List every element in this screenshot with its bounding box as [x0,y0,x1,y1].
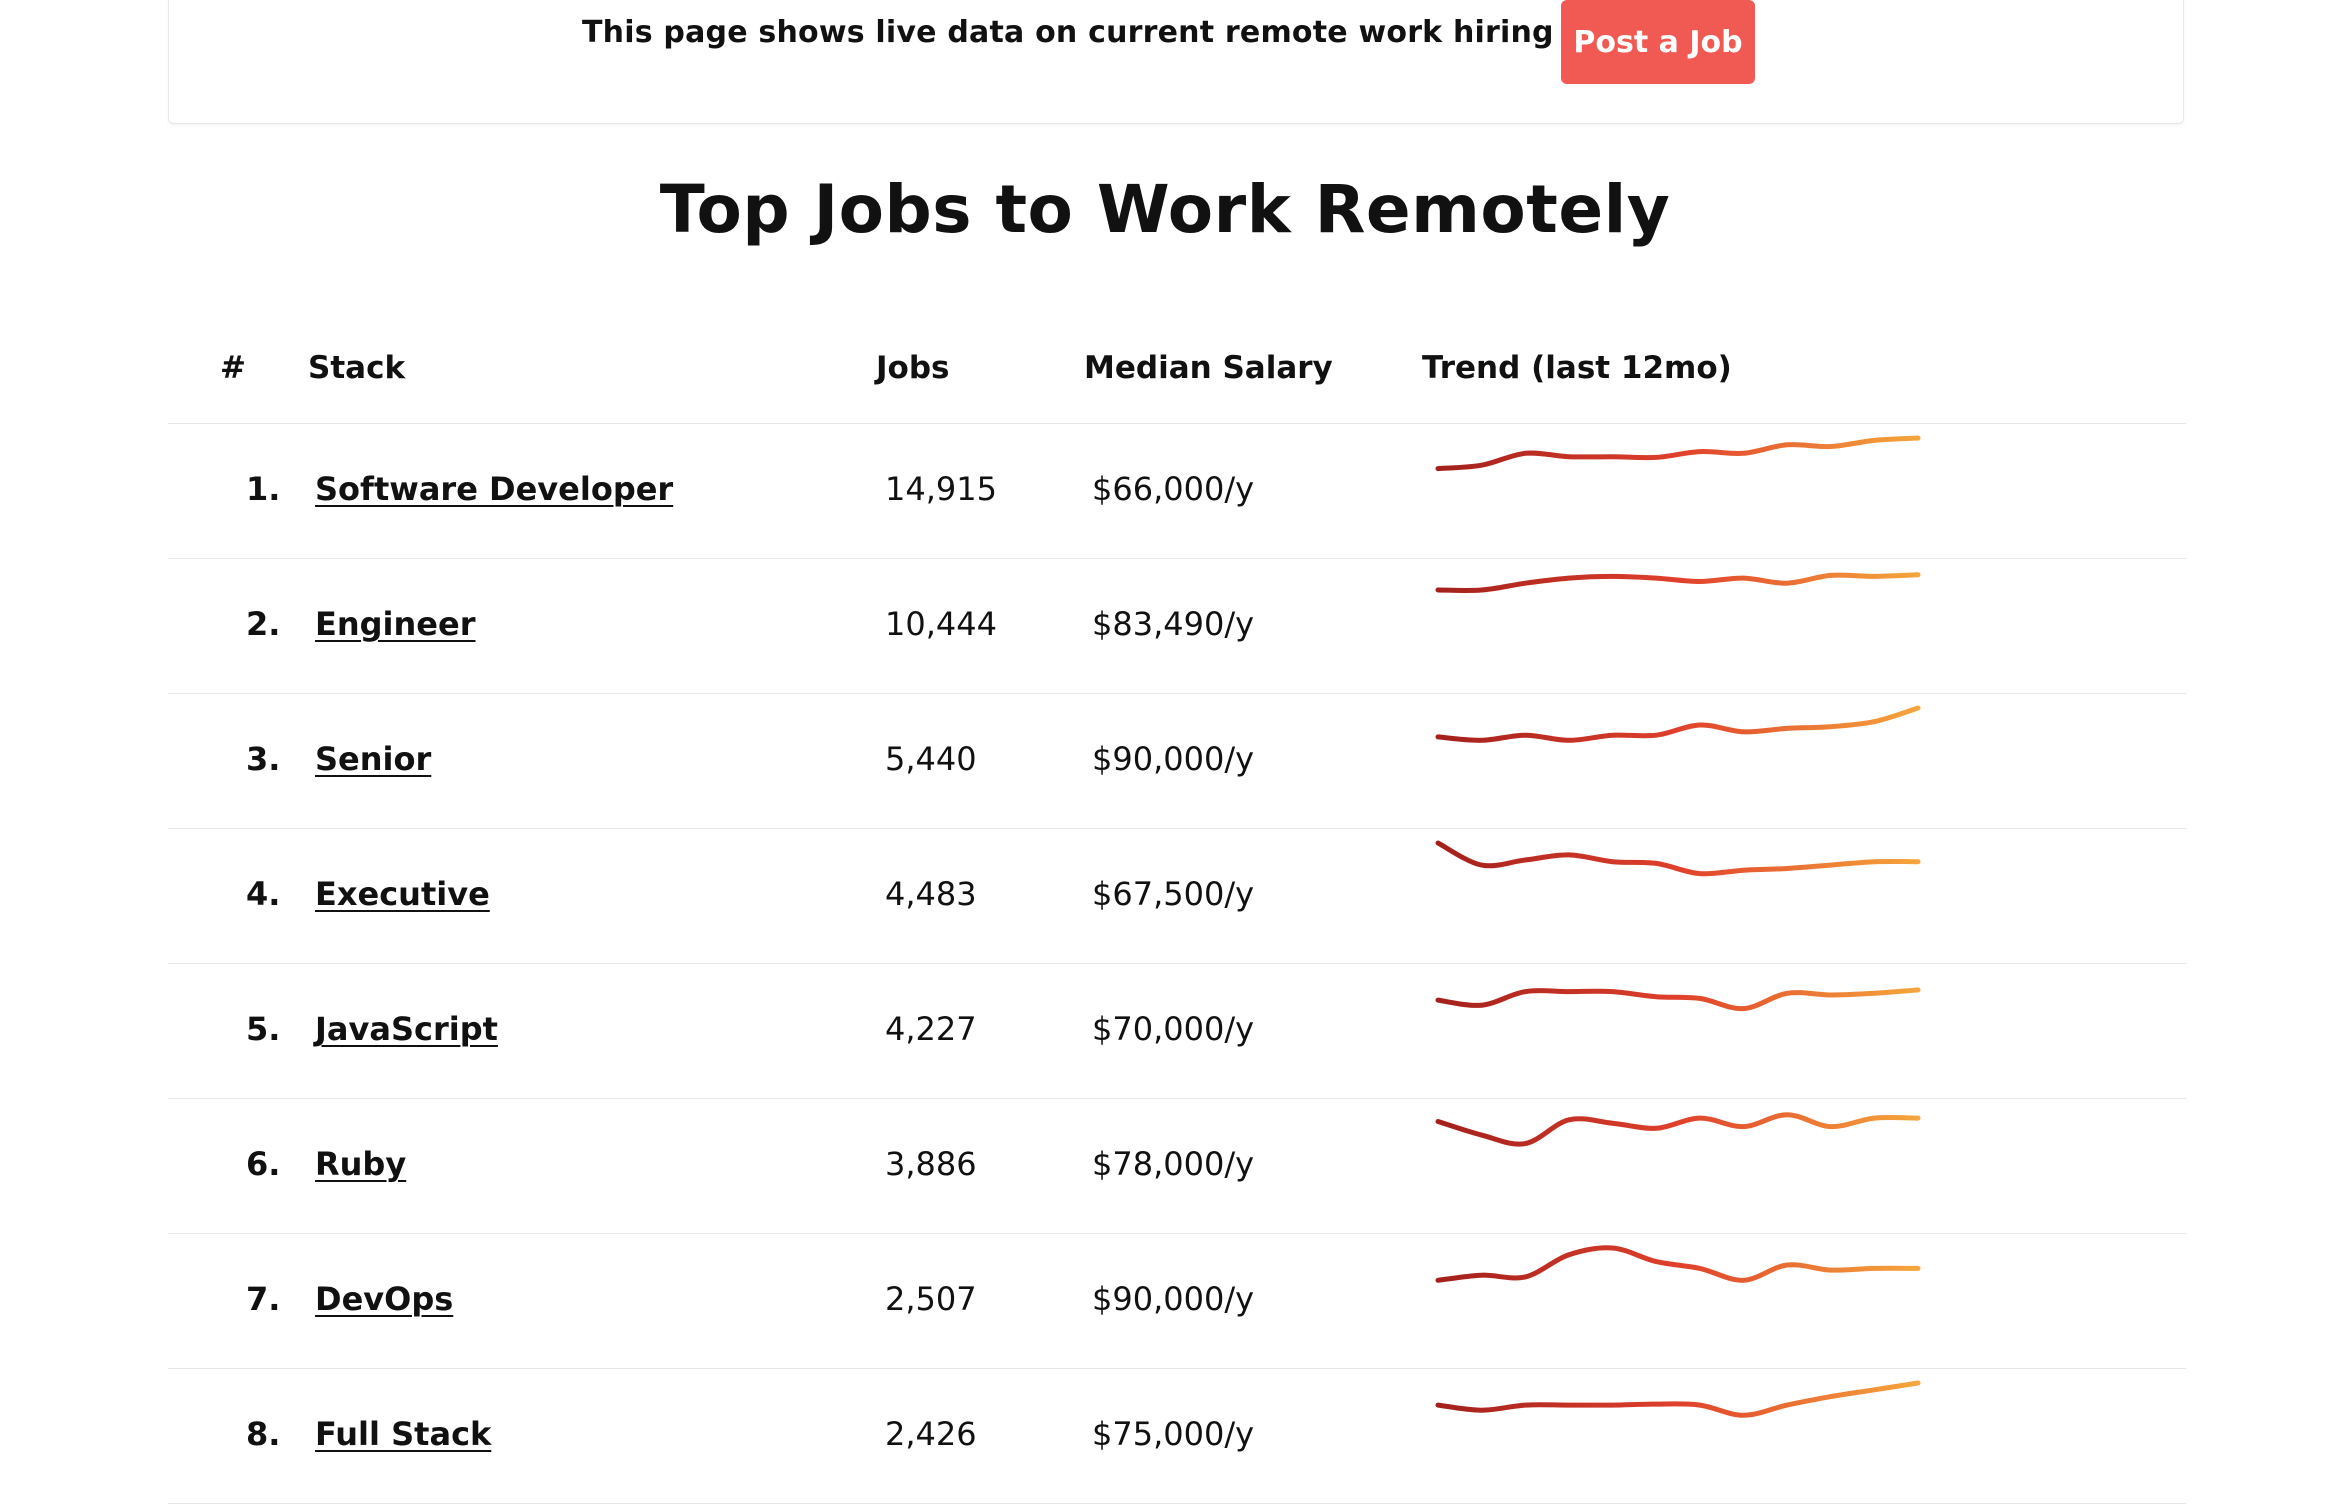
trend-sparkline [1435,1380,1921,1418]
table-row: 8. Full Stack 2,426 $75,000/y [168,1369,2186,1504]
stack-link[interactable]: Software Developer [315,470,674,508]
stack-link[interactable]: Executive [315,875,490,913]
header-rank: # [220,350,246,386]
header-stack: Stack [308,350,406,386]
stack-link[interactable]: JavaScript [315,1010,498,1048]
stack-link[interactable]: Ruby [315,1145,407,1183]
median-salary: $78,000/y [1092,1145,1255,1183]
trend-line [1435,840,1921,877]
jobs-count: 10,444 [885,605,997,643]
trend-sparkline [1435,840,1921,877]
stack-link[interactable]: DevOps [315,1280,454,1318]
table-row: 1. Software Developer 14,915 $66,000/y [168,424,2186,559]
median-salary: $70,000/y [1092,1010,1255,1048]
page-title: Top Jobs to Work Remotely [659,171,1671,248]
jobs-count: 5,440 [885,740,977,778]
rank: 7. [246,1280,281,1318]
trend-sparkline [1435,572,1921,593]
trend-sparkline [1435,705,1921,743]
trend-sparkline [1435,1245,1921,1283]
stack-link[interactable]: Senior [315,740,432,778]
jobs-count: 2,507 [885,1280,977,1318]
trend-line [1435,1112,1921,1147]
median-salary: $66,000/y [1092,470,1255,508]
jobs-count: 4,483 [885,875,977,913]
rank: 2. [246,605,281,643]
jobs-count: 4,227 [885,1010,977,1048]
median-salary: $90,000/y [1092,740,1255,778]
trend-line [1435,1380,1921,1418]
stack-link[interactable]: Full Stack [315,1415,492,1453]
rank: 1. [246,470,281,508]
table-row: 2. Engineer 10,444 $83,490/y [168,559,2186,694]
table-row: 5. JavaScript 4,227 $70,000/y [168,964,2186,1099]
header-jobs: Jobs [876,350,950,386]
trend-sparkline [1435,435,1921,472]
jobs-count: 3,886 [885,1145,977,1183]
post-a-job-button[interactable]: Post a Job [1561,0,1755,84]
jobs-count: 14,915 [885,470,997,508]
table-row: 3. Senior 5,440 $90,000/y [168,694,2186,829]
trend-line [1435,572,1921,593]
median-salary: $83,490/y [1092,605,1255,643]
trend-line [1435,987,1921,1012]
rank: 3. [246,740,281,778]
table-row: 7. DevOps 2,507 $90,000/y [168,1234,2186,1369]
rank: 5. [246,1010,281,1048]
table-header-row: # Stack Jobs Median Salary Trend (last 1… [168,334,2186,424]
info-banner: This page shows live data on current rem… [168,0,2184,124]
trend-line [1435,1245,1921,1283]
median-salary: $90,000/y [1092,1280,1255,1318]
table-row: 4. Executive 4,483 $67,500/y [168,829,2186,964]
header-trend: Trend (last 12mo) [1422,350,1732,386]
header-median-salary: Median Salary [1084,350,1333,386]
trend-line [1435,705,1921,743]
median-salary: $67,500/y [1092,875,1255,913]
trend-line [1435,435,1921,472]
trend-sparkline [1435,987,1921,1012]
median-salary: $75,000/y [1092,1415,1255,1453]
stack-link[interactable]: Engineer [315,605,476,643]
banner-text: This page shows live data on current rem… [582,15,1676,50]
jobs-count: 2,426 [885,1415,977,1453]
table-row: 6. Ruby 3,886 $78,000/y [168,1099,2186,1234]
trend-sparkline [1435,1112,1921,1147]
rank: 4. [246,875,281,913]
rank: 8. [246,1415,281,1453]
rank: 6. [246,1145,281,1183]
